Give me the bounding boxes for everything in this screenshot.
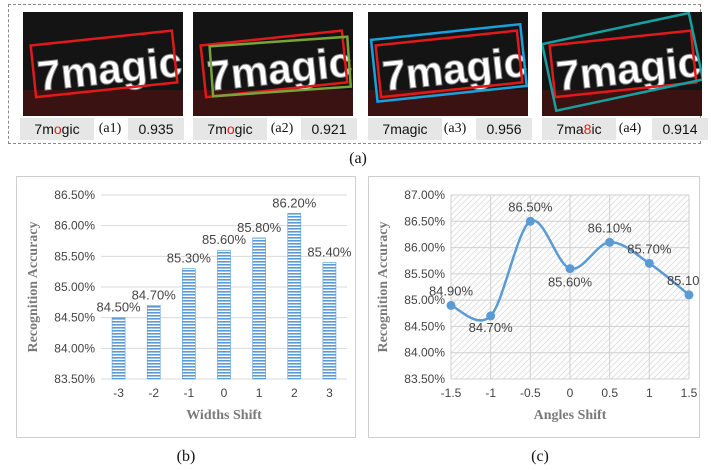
x-axis-title: Angles Shift <box>534 408 607 423</box>
bar <box>111 317 126 380</box>
data-point <box>486 311 496 321</box>
y-tick-label: 84.00% <box>404 346 445 360</box>
x-tick-label: -1.5 <box>441 386 462 400</box>
data-point <box>525 216 535 226</box>
x-tick-label: 1 <box>256 386 263 400</box>
x-tick-label: -3 <box>113 386 124 400</box>
y-axis-title: Recognition Accuracy <box>376 221 391 352</box>
data-label: 86.10% <box>588 220 633 235</box>
x-tick-label: 0 <box>221 386 228 400</box>
y-tick-label: 84.00% <box>54 341 95 355</box>
x-tick-label: -1 <box>485 386 496 400</box>
prediction-a4: 7ma8ic <box>542 118 616 140</box>
caption-a: (a) <box>349 150 367 167</box>
data-label: 86.50% <box>508 199 553 214</box>
sign-image-a3: 7magic <box>368 12 528 116</box>
data-label: 84.70% <box>132 287 177 302</box>
y-tick-label: 87.00% <box>404 188 445 202</box>
data-label: 85.10% <box>667 273 699 288</box>
panel-id-a4: (a4) <box>618 121 642 136</box>
data-label: 85.80% <box>237 220 282 235</box>
y-tick-label: 86.50% <box>54 188 95 202</box>
data-point <box>565 264 575 274</box>
caption-b: (b) <box>176 448 196 465</box>
y-tick-label: 83.50% <box>404 372 445 386</box>
sign-image-a2: 7magic <box>193 12 353 116</box>
y-tick-label: 84.50% <box>404 319 445 333</box>
panel-id-a2: (a2) <box>270 121 294 136</box>
x-tick-label: -0.5 <box>520 386 541 400</box>
y-tick-label: 85.50% <box>404 267 445 281</box>
chart-b: 83.50%84.00%84.50%85.00%85.50%86.00%86.5… <box>26 188 352 423</box>
data-point <box>644 258 654 268</box>
score-a4: 0.914 <box>652 118 708 140</box>
panel-id-a1: (a1) <box>98 121 122 136</box>
x-tick-label: 0.5 <box>601 386 618 400</box>
x-tick-label: -1 <box>184 386 195 400</box>
data-label: 85.40% <box>307 244 352 259</box>
bar <box>146 305 161 380</box>
sign-image-a1: 7magic <box>23 12 183 116</box>
y-tick-label: 85.00% <box>404 293 445 307</box>
bar <box>217 249 231 380</box>
x-tick-label: -2 <box>148 386 159 400</box>
chart-b-frame: 83.50% 84.00% 84.50% 85.00% 85.50% 86.00% 86.5… <box>16 176 356 438</box>
y-tick-label: 86.00% <box>54 219 95 233</box>
x-axis-title: Widths Shift <box>186 408 262 423</box>
data-label: 85.60% <box>202 232 247 247</box>
data-label: 84.50% <box>97 300 142 315</box>
bar <box>287 213 302 380</box>
panel-id-a3: (a3) <box>443 121 467 136</box>
data-label: 85.60% <box>548 275 593 290</box>
y-axis-title: Recognition Accuracy <box>26 221 41 352</box>
y-tick-label: 86.50% <box>404 214 445 228</box>
bar <box>182 268 196 380</box>
score-a1: 0.935 <box>128 118 184 140</box>
data-label: 85.30% <box>167 251 212 266</box>
x-tick-label: 2 <box>291 386 298 400</box>
score-a2: 0.921 <box>301 118 357 140</box>
data-label: 86.20% <box>272 195 317 210</box>
sign-image-a4: 7magic <box>542 12 702 116</box>
chart-c: 83.50% 84.00% 84.50% 85.00% 85.50% 86.00% 86.5… <box>376 188 711 423</box>
y-tick-label: 85.00% <box>54 280 95 294</box>
data-label: 85.70% <box>627 241 672 256</box>
score-a3: 0.956 <box>476 118 532 140</box>
chart-c-frame: 83.50% 84.00% 84.50% 85.00% 85.50% 86.00% 86.5… <box>368 176 711 438</box>
data-point <box>446 300 456 310</box>
data-point <box>684 290 694 300</box>
x-tick-label: 1.5 <box>681 386 698 400</box>
data-label: 84.70% <box>469 320 514 335</box>
prediction-a1: 7mogic <box>20 118 94 140</box>
data-point <box>605 237 615 247</box>
y-tick-label: 83.50% <box>54 372 95 386</box>
y-tick-label: 86.00% <box>404 241 445 255</box>
x-tick-label: 0 <box>567 386 574 400</box>
x-tick-label: 1 <box>646 386 653 400</box>
prediction-a3: 7magic <box>368 118 442 140</box>
x-tick-label: 3 <box>326 386 333 400</box>
bar <box>322 262 337 380</box>
y-tick-label: 84.50% <box>54 311 95 325</box>
caption-c: (c) <box>531 448 549 465</box>
y-tick-label: 85.50% <box>54 249 95 263</box>
data-label: 84.90% <box>429 283 474 298</box>
bar <box>252 237 266 380</box>
prediction-a2: 7mogic <box>193 118 267 140</box>
